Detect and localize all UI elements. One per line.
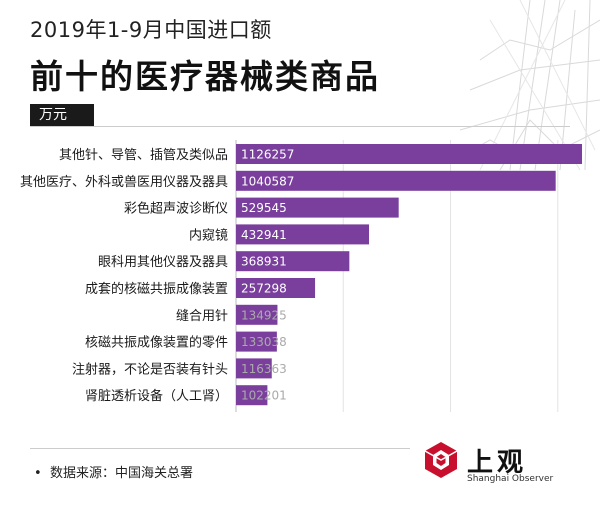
title-line-1: 2019年1-9月中国进口额 [30,18,272,42]
bar [236,278,316,298]
logo-mark-icon [424,442,458,478]
category-label: 肾脏透析设备（人工肾） [85,388,228,404]
bar [236,358,272,379]
category-label: 缝合用针 [176,309,228,324]
value-label: 1040587 [241,174,294,188]
bar [236,170,556,191]
value-label: 102201 [241,389,287,403]
bar [236,251,350,272]
value-label: 134925 [241,308,287,322]
skyline-decoration [454,0,600,170]
category-label: 内窥镜 [189,227,228,243]
category-label: 注射器，不论是否装有针头 [72,361,228,377]
bar [236,331,277,352]
bar [236,197,399,218]
unit-badge: 万元 [30,104,94,126]
category-label: 成套的核磁共振成像装置 [85,281,228,297]
value-label: 368931 [241,255,287,269]
value-label: 116363 [241,362,287,376]
category-label: 眼科用其他仪器及器具 [98,255,228,270]
bar-chart: 其他针、导管、插管及类似品 1126257 其他医疗、外科或兽医用仪器及器具 1040… [20,140,582,412]
page-title: 前十的医疗器械类商品 [30,57,380,96]
bar [236,144,582,164]
source-note: • 数据来源：中国海关总署 [34,462,193,481]
divider [30,126,570,127]
value-label: 432941 [241,228,287,242]
category-label: 其他医疗、外科或兽医用仪器及器具 [20,175,228,190]
bar [236,304,278,325]
category-label: 彩色超声波诊断仪 [124,201,228,217]
source-text: 数据来源：中国海关总署 [49,466,193,481]
bar [236,224,370,245]
logo-text: 上观 [467,448,528,478]
value-label: 257298 [241,282,287,296]
footer-divider [30,448,410,449]
value-label: 1126257 [241,148,294,162]
source-bullet: • [34,466,50,481]
bar [236,385,268,406]
logo-subtitle: Shanghai Observer [467,474,554,484]
logo: 上观 Shanghai Observer [421,440,581,490]
category-label: 核磁共振成像装置的零件 [85,335,228,351]
value-label: 529545 [241,201,287,215]
value-label: 133038 [241,335,287,349]
category-label: 其他针、导管、插管及类似品 [59,148,228,163]
